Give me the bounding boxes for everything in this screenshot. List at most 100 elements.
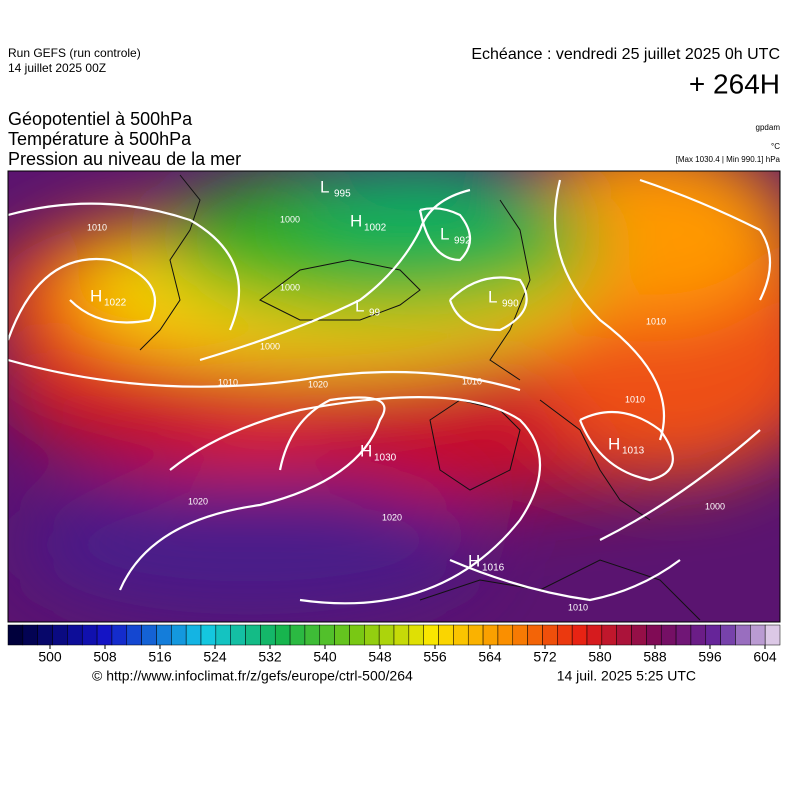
colorbar-cell	[571, 624, 588, 646]
isobar-label: 1020	[382, 512, 402, 522]
center-value: 1016	[482, 563, 505, 574]
colorbar-cell	[557, 624, 573, 646]
colorbar-tick-label: 580	[588, 649, 612, 665]
colorbar-cell	[675, 624, 692, 646]
field-name: Température à 500hPa	[8, 129, 192, 149]
colorbar-cell	[586, 624, 603, 646]
colorbar-cell	[22, 624, 38, 646]
colorbar-tick-label: 508	[93, 649, 117, 665]
colorbar-cell	[750, 624, 766, 646]
isobar	[449, 558, 681, 602]
isobar	[448, 276, 528, 332]
unit: °C	[771, 142, 780, 151]
colorbar-cell	[215, 624, 231, 646]
timestamp: 14 juil. 2025 5:25 UTC	[557, 668, 696, 684]
colorbar-cell	[438, 624, 454, 646]
isobar	[599, 429, 761, 541]
colorbar-cell	[453, 624, 469, 646]
colorbar-cell	[171, 624, 187, 646]
colorbar-cell	[497, 624, 514, 646]
isobar-label: 1010	[218, 377, 238, 387]
center-letter: L	[355, 296, 364, 315]
center-letter: L	[488, 287, 497, 306]
colorbar-tick-label: 556	[423, 649, 447, 665]
colorbar-cell	[274, 624, 291, 646]
isobar	[8, 358, 521, 392]
colorbar-tick-label: 596	[698, 649, 722, 665]
colorbar-tick-label: 564	[478, 649, 502, 665]
colorbar-cell	[96, 624, 113, 646]
unit: gpdam	[756, 123, 781, 132]
colorbar-cell	[141, 624, 157, 646]
isobar-label: 1010	[568, 602, 588, 612]
colorbar-cell	[764, 624, 781, 646]
colorbar-cell	[260, 624, 276, 646]
colorbar-cell	[349, 624, 365, 646]
coastline	[139, 174, 201, 351]
isobar	[8, 257, 156, 341]
colorbar-tick-label: 540	[313, 649, 337, 665]
colorbar-cell	[512, 624, 528, 646]
isobar	[8, 202, 240, 331]
colorbar-cell	[334, 624, 350, 646]
run-name: Run GEFS (run controle)	[8, 46, 141, 60]
isobar-label: 1010	[462, 376, 482, 386]
colorbar-cell	[482, 624, 499, 646]
center-value: 1030	[374, 453, 397, 464]
colorbar-cell	[735, 624, 751, 646]
colorbar-tick-label: 532	[258, 649, 282, 665]
map-frame	[7, 170, 781, 623]
colorbar-cell	[67, 624, 83, 646]
colorbar-cell	[81, 624, 98, 646]
center-value: 990	[502, 299, 519, 310]
isobar	[639, 178, 771, 301]
colorbar-tick-label: 572	[533, 649, 557, 665]
center-letter: L	[320, 177, 329, 196]
colorbar-cell	[245, 624, 261, 646]
colorbar-cell	[720, 624, 736, 646]
isobar	[553, 179, 666, 441]
center-value: 995	[334, 189, 351, 200]
colorbar-cell	[690, 624, 707, 646]
field-blob	[20, 475, 480, 615]
colorbar-cell	[705, 624, 721, 646]
isobar-label: 1000	[705, 501, 725, 511]
colorbar-cell	[527, 624, 543, 646]
colorbar-cell	[111, 624, 128, 646]
colorbar-tick-label: 604	[753, 649, 777, 665]
colorbar-cell	[601, 624, 617, 646]
field-name: Géopotentiel à 500hPa	[8, 109, 193, 129]
field-blob	[300, 171, 540, 260]
isobar-label: 1000	[280, 282, 300, 292]
colorbar-cell	[408, 624, 424, 646]
center-letter: H	[468, 551, 480, 570]
source-url: © http://www.infoclimat.fr/z/gefs/europe…	[92, 668, 413, 684]
colorbar-cell	[126, 624, 142, 646]
field-name: Pression au niveau de la mer	[8, 149, 241, 169]
colorbar-cell	[423, 624, 439, 646]
coastline	[489, 199, 531, 381]
coastline	[259, 259, 421, 321]
colorbar-tick-label: 500	[38, 649, 62, 665]
coastline	[419, 559, 701, 621]
colorbar: 500 508 516 524 532 540 548 556 564 572 580 588 596 6…	[7, 624, 781, 665]
isobar-label: 1020	[308, 379, 328, 389]
isobar	[199, 188, 471, 362]
isobar-label: 1010	[625, 394, 645, 404]
colorbar-cell	[185, 624, 202, 646]
center-value: 992	[454, 236, 471, 247]
colorbar-cell	[200, 624, 217, 646]
isobar-label: 1020	[188, 496, 208, 506]
center-letter: H	[360, 441, 372, 460]
colorbar-cell	[393, 624, 410, 646]
colorbar-cell	[52, 624, 68, 646]
center-letter: H	[90, 286, 102, 305]
center-letter: L	[440, 224, 449, 243]
colorbar-cell	[289, 624, 306, 646]
isobar-label: 1010	[646, 316, 666, 326]
colorbar-tick-label: 588	[643, 649, 667, 665]
isobars	[8, 178, 771, 605]
